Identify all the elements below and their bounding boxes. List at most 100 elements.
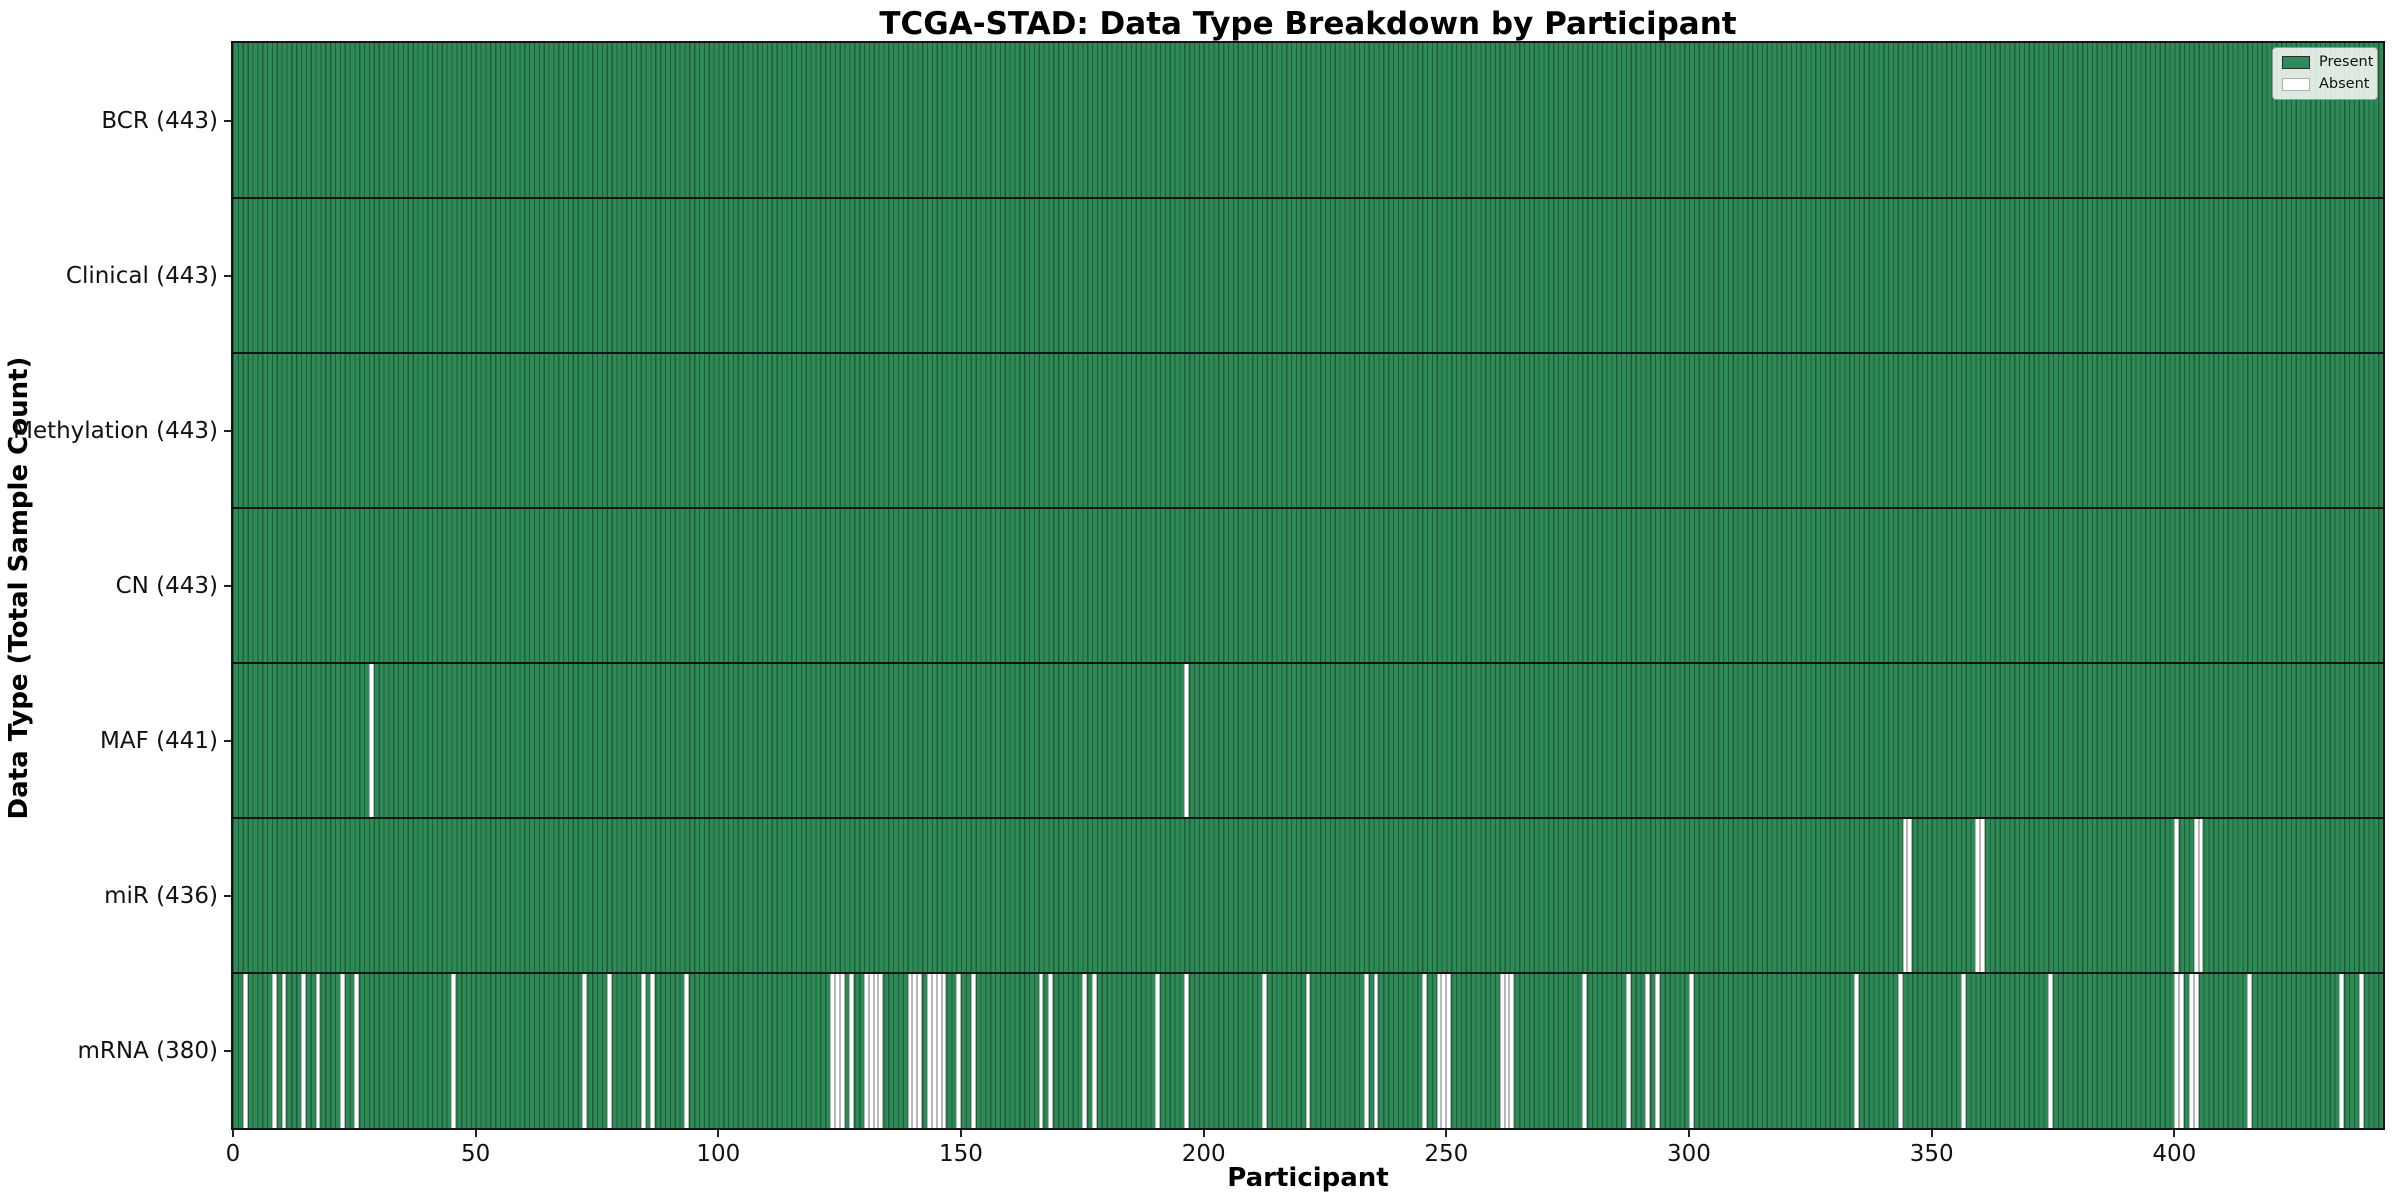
legend-present-swatch — [2282, 56, 2310, 69]
absent-cell — [834, 973, 840, 1128]
absent-cell — [1975, 818, 1981, 973]
absent-cell — [1509, 973, 1515, 1128]
absent-cell — [451, 973, 457, 1128]
absent-cell — [1446, 973, 1452, 1128]
absent-cell — [2048, 973, 2053, 1128]
absent-cell — [2179, 973, 2184, 1128]
absent-cell — [300, 973, 306, 1128]
row-separator — [233, 972, 2383, 974]
y-tick-mark — [224, 429, 233, 432]
legend: Present Absent — [2272, 47, 2378, 100]
x-tick-mark — [1202, 1128, 1205, 1137]
y-tick-mark — [224, 739, 233, 742]
absent-cell — [1305, 973, 1311, 1128]
row-separator — [233, 197, 2383, 199]
absent-cell — [1645, 973, 1651, 1128]
legend-entry-absent: Absent — [2282, 76, 2370, 92]
absent-cell — [339, 973, 345, 1128]
x-tick-label: 350 — [1909, 1141, 1954, 1167]
absent-cell — [1082, 973, 1088, 1128]
absent-cell — [315, 973, 321, 1128]
row-CN — [233, 508, 2383, 663]
x-tick-mark — [232, 1128, 234, 1137]
x-tick-mark — [717, 1128, 720, 1137]
y-tick-mark — [224, 274, 233, 277]
row-BCR — [233, 43, 2383, 198]
x-axis-label: Participant — [1227, 1163, 1389, 1193]
y-tick-label-mRNA: mRNA (380) — [77, 1037, 218, 1064]
legend-absent-label: Absent — [2319, 76, 2370, 92]
absent-cell — [2358, 973, 2364, 1128]
absent-cell — [2339, 973, 2345, 1128]
y-tick-label-BCR: BCR (443) — [101, 107, 218, 134]
absent-cell — [1625, 973, 1631, 1128]
y-tick-mark — [224, 584, 233, 587]
absent-cell — [1184, 973, 1190, 1128]
absent-cell — [1184, 663, 1190, 818]
x-tick-mark — [959, 1128, 962, 1137]
x-tick-label: 200 — [1181, 1141, 1226, 1167]
absent-cell — [2198, 818, 2204, 973]
absent-cell — [1092, 973, 1097, 1128]
row-Methylation — [233, 353, 2383, 508]
y-tick-label-miR: miR (436) — [104, 882, 218, 909]
absent-cell — [281, 973, 287, 1128]
absent-cell — [1504, 973, 1510, 1128]
absent-cell — [1902, 818, 1908, 973]
absent-cell — [1441, 973, 1447, 1128]
row-separator — [233, 662, 2383, 664]
absent-cell — [1261, 973, 1267, 1128]
absent-cell — [839, 973, 845, 1128]
absent-cell — [912, 973, 918, 1128]
absent-cell — [1038, 973, 1044, 1128]
row-MAF — [233, 663, 2383, 818]
absent-cell — [907, 973, 913, 1128]
absent-cell — [1363, 973, 1369, 1128]
x-tick-label: 150 — [939, 1141, 983, 1167]
absent-cell — [1897, 973, 1903, 1128]
absent-cell — [606, 973, 612, 1128]
absent-cell — [1980, 818, 1986, 973]
absent-cell — [640, 973, 646, 1128]
x-tick-label: 300 — [1667, 1141, 1711, 1167]
absent-cell — [936, 973, 942, 1128]
x-tick-label: 0 — [225, 1141, 241, 1167]
absent-cell — [863, 973, 869, 1128]
row-Clinical — [233, 198, 2383, 353]
absent-cell — [970, 973, 976, 1128]
absent-cell — [368, 663, 374, 818]
x-tick-mark — [2173, 1128, 2176, 1137]
absent-cell — [1422, 973, 1427, 1128]
row-separator — [233, 507, 2383, 509]
row-separator — [233, 817, 2383, 819]
absent-cell — [1048, 973, 1054, 1128]
absent-cell — [873, 973, 879, 1128]
plot-area — [231, 41, 2385, 1130]
x-tick-mark — [474, 1128, 477, 1137]
absent-cell — [1499, 973, 1505, 1128]
row-separator — [233, 352, 2383, 354]
x-tick-mark — [1930, 1128, 1933, 1137]
legend-entry-present: Present — [2282, 55, 2373, 70]
y-tick-mark — [224, 894, 233, 897]
y-tick-mark — [224, 1049, 233, 1052]
x-tick-label: 50 — [461, 1141, 491, 1167]
absent-cell — [868, 973, 874, 1128]
y-tick-label-Methylation: Methylation (443) — [13, 417, 218, 444]
x-tick-label: 250 — [1424, 1141, 1469, 1167]
absent-cell — [2247, 973, 2252, 1128]
absent-cell — [829, 973, 835, 1128]
absent-cell — [2193, 973, 2199, 1128]
absent-cell — [2188, 973, 2194, 1128]
absent-cell — [650, 973, 656, 1128]
x-tick-label: 100 — [696, 1141, 741, 1167]
x-tick-mark — [1445, 1128, 1448, 1137]
y-tick-mark — [224, 119, 233, 122]
absent-cell — [354, 973, 360, 1128]
x-tick-label: 400 — [2152, 1141, 2197, 1167]
absent-cell — [917, 973, 923, 1128]
absent-cell — [1688, 973, 1694, 1128]
absent-cell — [1907, 818, 1913, 973]
absent-cell — [582, 973, 588, 1128]
